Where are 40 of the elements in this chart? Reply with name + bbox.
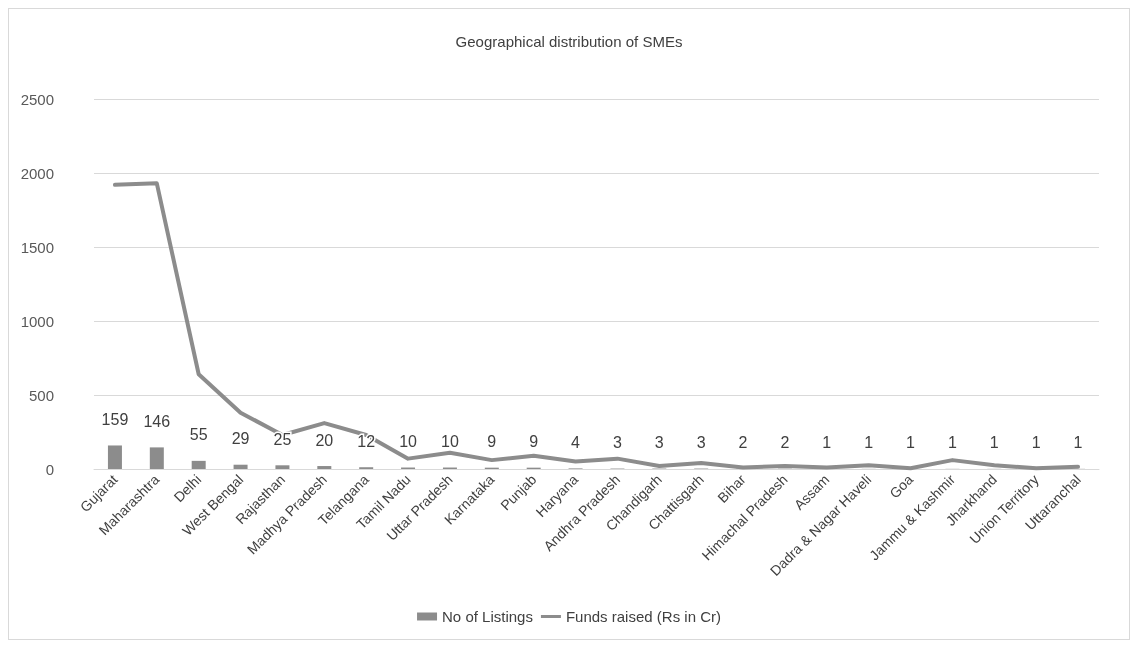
- chart-title: Geographical distribution of SMEs: [455, 33, 683, 50]
- legend-label: Funds raised (Rs in Cr): [565, 608, 721, 625]
- data-label: 9: [529, 433, 539, 451]
- y-tick-label: 2500: [20, 90, 54, 108]
- data-label: 29: [231, 430, 250, 448]
- data-label: 3: [654, 434, 664, 452]
- data-label: 2: [780, 434, 790, 452]
- bar: [107, 445, 122, 469]
- data-label: 12: [357, 432, 376, 450]
- y-tick-label: 0: [45, 460, 54, 478]
- data-label: 20: [315, 431, 334, 449]
- data-label: 1: [1073, 434, 1083, 452]
- x-tick-label: Goa: [886, 471, 917, 502]
- y-tick-label: 1000: [20, 312, 54, 330]
- data-label: 25: [273, 430, 292, 448]
- data-label: 1: [989, 434, 999, 452]
- data-label: 3: [612, 434, 622, 452]
- data-label: 9: [487, 433, 497, 451]
- data-label: 1: [906, 434, 916, 452]
- y-tick-label: 2000: [20, 164, 54, 182]
- legend-label: No of Listings: [442, 608, 533, 625]
- bar: [317, 466, 332, 469]
- bar: [191, 460, 206, 469]
- data-label: 146: [143, 412, 171, 430]
- data-label: 1: [947, 434, 957, 452]
- data-label: 10: [399, 433, 418, 451]
- bar: [149, 447, 164, 469]
- data-label: 4: [571, 433, 581, 451]
- data-label: 55: [189, 426, 208, 444]
- data-label: 1: [864, 434, 874, 452]
- y-tick-label: 500: [28, 386, 54, 404]
- data-label: 3: [696, 434, 706, 452]
- data-label: 10: [441, 433, 459, 451]
- data-label: 1: [822, 434, 832, 452]
- data-label: 159: [101, 410, 129, 428]
- y-tick-label: 1500: [20, 238, 54, 256]
- data-label: 2: [738, 434, 748, 452]
- data-label: 1: [1031, 434, 1041, 452]
- bar: [233, 464, 248, 469]
- bar: [275, 465, 290, 469]
